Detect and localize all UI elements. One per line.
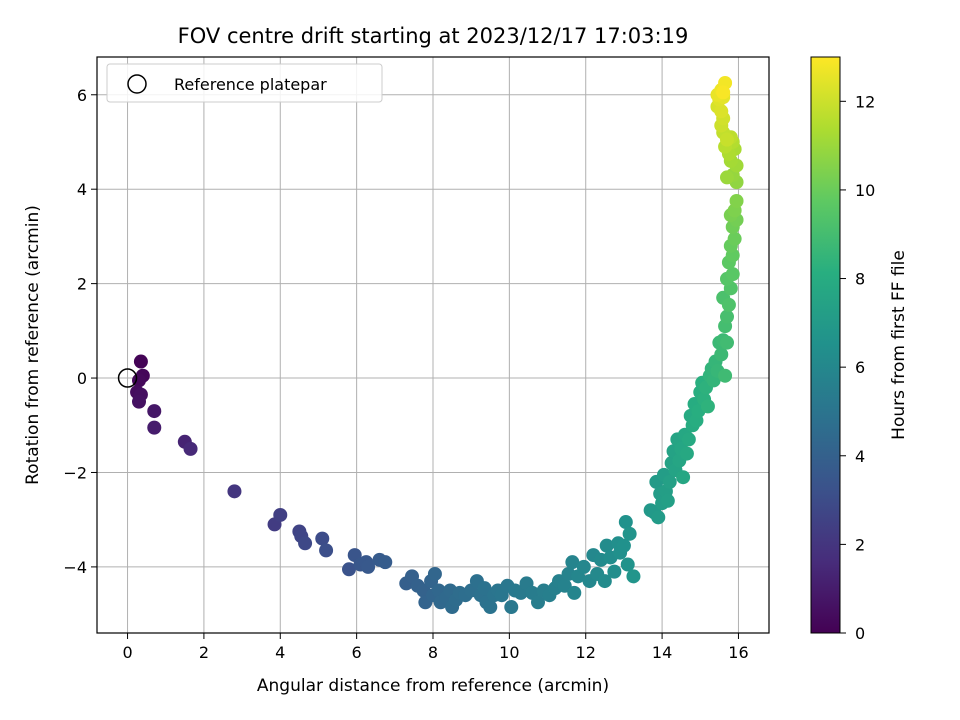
data-point (565, 555, 580, 570)
data-point (133, 354, 148, 369)
data-point (727, 231, 742, 246)
data-point (183, 441, 198, 456)
chart-title: FOV centre drift starting at 2023/12/17 … (178, 24, 689, 48)
data-point (597, 574, 612, 589)
data-point (342, 562, 356, 577)
data-point (567, 585, 582, 600)
y-tick-label: −2 (63, 463, 87, 482)
data-point (626, 569, 641, 584)
colorbar-label: Hours from first FF file (889, 250, 909, 440)
data-point (679, 446, 694, 461)
data-point (147, 420, 162, 435)
x-tick-label: 14 (652, 643, 672, 662)
data-point (616, 538, 631, 553)
colorbar-tick-label: 2 (855, 535, 865, 554)
x-tick-label: 2 (199, 643, 209, 662)
data-point (557, 578, 572, 593)
colorbar: 0 2 4 6 8 10 12 Hours from first FF file (810, 56, 909, 643)
data-point (676, 470, 691, 485)
data-point (483, 600, 498, 615)
data-point (361, 559, 376, 574)
data-point (720, 335, 734, 350)
colorbar-tick-label: 6 (855, 358, 865, 377)
y-tick-label: 2 (77, 275, 87, 294)
data-point (714, 104, 729, 119)
data-point (651, 510, 666, 525)
data-point (315, 531, 330, 546)
data-point (720, 170, 734, 185)
colorbar-ticks: 0 2 4 6 8 10 12 (840, 92, 875, 643)
data-point (721, 297, 736, 312)
data-point (477, 581, 492, 596)
data-point (378, 555, 393, 570)
legend-marker (127, 74, 147, 94)
colorbar-tick-label: 0 (855, 624, 865, 643)
y-tick-label: −4 (63, 558, 87, 577)
x-tick-label: 8 (428, 643, 438, 662)
colorbar-tick-label: 4 (855, 447, 865, 466)
y-axis-ticks: −4 −2 0 2 4 6 (63, 86, 97, 577)
y-tick-label: 0 (77, 369, 87, 388)
data-point (147, 404, 162, 419)
data-point (618, 515, 633, 530)
y-axis-label: Rotation from reference (arcmin) (23, 205, 43, 485)
x-tick-label: 0 (122, 643, 132, 662)
x-axis-ticks: 0 2 4 6 8 10 12 14 16 (122, 633, 749, 662)
y-tick-label: 6 (77, 86, 87, 105)
colorbar-tick-label: 8 (855, 270, 865, 289)
data-point (227, 484, 242, 499)
data-point (427, 566, 442, 581)
data-point (622, 526, 637, 541)
data-point (720, 132, 734, 147)
data-point (700, 399, 715, 414)
data-point (298, 536, 313, 551)
data-point (729, 194, 744, 208)
data-point (607, 564, 622, 579)
colorbar-tick-label: 12 (855, 92, 875, 111)
legend: Reference platepar (106, 63, 383, 103)
data-point (576, 559, 591, 574)
legend-box (106, 63, 383, 103)
data-point (132, 373, 146, 388)
data-point (725, 267, 740, 282)
data-point (132, 394, 146, 409)
legend-label: Reference platepar (174, 75, 327, 94)
data-point (319, 543, 334, 558)
colorbar-gradient (810, 56, 841, 634)
reference-marker (117, 368, 138, 388)
grid (97, 57, 769, 633)
data-point (716, 85, 731, 100)
data-point (662, 474, 677, 489)
data-point (681, 432, 696, 447)
data-point (599, 538, 614, 553)
data-point (504, 600, 519, 615)
x-tick-label: 6 (352, 643, 362, 662)
x-axis-label: Angular distance from reference (arcmin) (257, 676, 609, 696)
x-tick-label: 16 (728, 643, 748, 662)
data-point (531, 595, 545, 610)
colorbar-tick-label: 10 (855, 181, 875, 200)
data-point (718, 368, 733, 383)
y-tick-label: 4 (77, 180, 87, 199)
data-point (273, 507, 288, 522)
x-tick-label: 10 (499, 643, 519, 662)
data-point (720, 309, 734, 324)
data-point (620, 557, 635, 572)
data-point (714, 347, 729, 362)
x-tick-label: 4 (275, 643, 285, 662)
scatter-points (130, 75, 744, 615)
data-point (660, 493, 675, 508)
x-tick-label: 12 (576, 643, 596, 662)
